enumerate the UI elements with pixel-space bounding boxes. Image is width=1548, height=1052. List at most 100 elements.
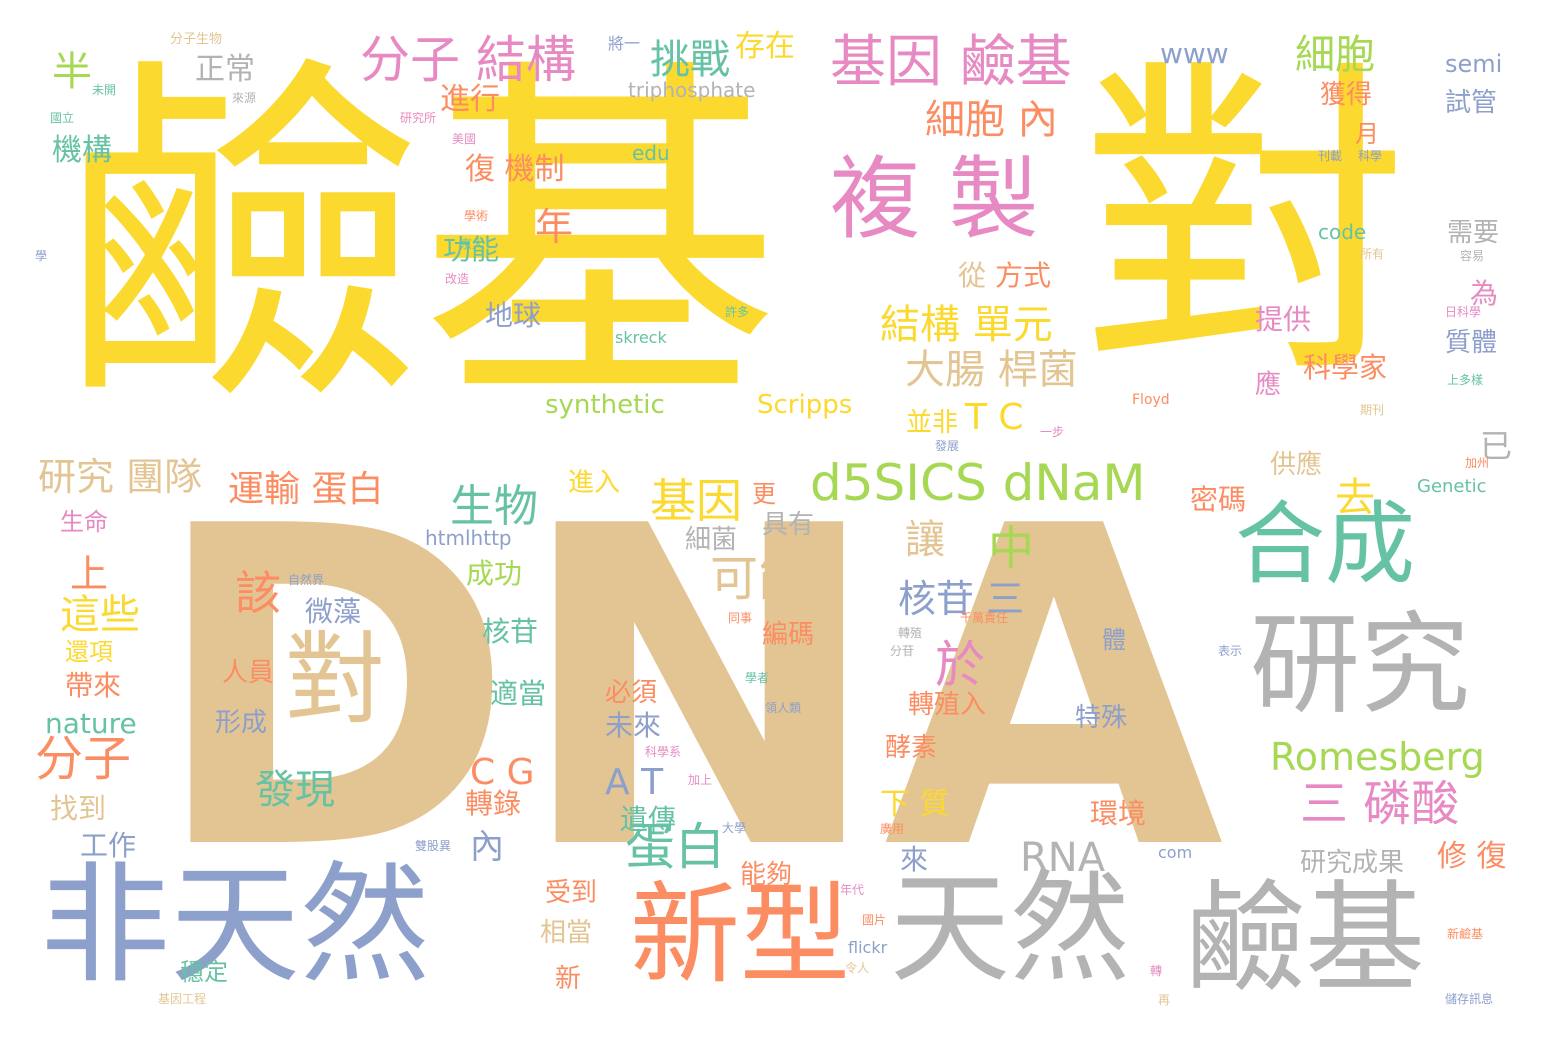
word: 新 [555, 964, 582, 994]
word: 蛋白 [625, 818, 725, 876]
word: synthetic [545, 390, 665, 420]
word: 人員 [222, 658, 275, 688]
word: 三 磷酸 [1300, 776, 1460, 832]
word: 更 [752, 480, 776, 508]
word: 來源 [232, 91, 257, 105]
word: 年 [535, 205, 574, 249]
word: 分子 [35, 731, 132, 787]
word: 微藻 [305, 595, 362, 628]
word: 分苷 [890, 644, 915, 658]
word: 廣用 [880, 822, 905, 836]
word: 美國 [452, 132, 477, 146]
word: 於 [935, 636, 985, 694]
word: 學 [35, 249, 48, 263]
word: 年代 [840, 883, 865, 897]
word: T C [965, 397, 1024, 438]
word: 對 [1080, 33, 1410, 417]
word: 學者 [745, 671, 770, 685]
word: 所有 [1360, 247, 1385, 261]
word: skreck [615, 328, 667, 347]
word: 半 [52, 49, 92, 95]
word: htmlhttp [425, 526, 512, 550]
word: 基因工程 [158, 992, 207, 1006]
word: 找到 [50, 792, 107, 825]
word: 合成 [1235, 492, 1415, 597]
word: 學術 [464, 209, 489, 223]
word: 還項 [65, 638, 113, 666]
word: 機構 [52, 133, 112, 168]
word: 儲存訊息 [1445, 992, 1494, 1006]
word: 容易 [1460, 249, 1485, 263]
word: 複 製 [830, 147, 1039, 252]
word: 進入 [568, 468, 621, 498]
word: RNA [1020, 835, 1106, 881]
word: 相當 [540, 918, 593, 948]
word: 挑戰 [650, 37, 730, 83]
word: Scripps [757, 390, 853, 420]
word: 帶來 [65, 669, 122, 702]
word: 自然界 [288, 573, 325, 587]
word: 環境 [1090, 797, 1147, 830]
word: 正常 [195, 52, 255, 87]
word: 修 復 [1437, 839, 1507, 874]
word: 分子 結構 [360, 31, 576, 89]
word: 轉錄 [465, 787, 522, 820]
word: 國立 [50, 111, 75, 125]
word: 生物 [450, 481, 538, 532]
word: 未來 [605, 709, 662, 742]
word: 鹼基 [1185, 870, 1425, 1009]
word: 轉殖入 [908, 690, 987, 720]
word: 從 [958, 259, 987, 292]
word: 刊載 [1318, 149, 1343, 163]
word: 獲得 [1320, 80, 1373, 110]
word: 上多樣 [1447, 373, 1484, 387]
word: 功能 [443, 233, 500, 266]
word: 國片 [862, 913, 887, 927]
word: 分子生物 [170, 32, 223, 47]
word: com [1158, 843, 1193, 862]
word: 科學系 [645, 745, 682, 759]
word: 領人類 [765, 701, 802, 715]
word: 具有 [762, 510, 815, 540]
word: 同事 [728, 611, 753, 625]
word: www [1160, 37, 1229, 70]
word: d5SICS dNaM [810, 454, 1146, 512]
word: 科學家 [1303, 351, 1388, 384]
word: 運輸 蛋白 [228, 469, 384, 510]
word: 日科學 [1445, 305, 1482, 319]
word: 研究成果 [1300, 848, 1405, 878]
word: 特殊 [1075, 703, 1128, 733]
word: 方式 [995, 259, 1052, 292]
word: 中 [988, 521, 1034, 575]
word: 研究 [1250, 601, 1470, 729]
word: Floyd [1132, 392, 1170, 408]
word: 研究 團隊 [38, 455, 203, 499]
word: 核苷 [482, 615, 539, 648]
word: nature [45, 707, 137, 740]
word: 需要 [1447, 218, 1500, 248]
word: 千萬責任 [960, 611, 1009, 625]
word: 天然 [890, 860, 1130, 999]
word: C G [470, 752, 535, 793]
word: code [1318, 220, 1367, 244]
word: 並非 [906, 408, 959, 438]
word: 工作 [80, 829, 137, 862]
word: semi [1445, 50, 1503, 78]
word: 細胞 內 [925, 97, 1058, 143]
word: triphosphate [628, 78, 756, 102]
word: 生命 [60, 508, 108, 536]
word: 令人 [845, 961, 870, 975]
word: 研究所 [400, 111, 437, 125]
word: 讓 [905, 517, 945, 563]
word: 一步 [1040, 425, 1065, 439]
word: 供應 [1270, 450, 1323, 480]
word: 能夠 [740, 860, 793, 890]
word: 細胞 [1295, 32, 1375, 78]
word: 已 [1480, 427, 1513, 465]
word: 遺傳 [620, 803, 677, 836]
word: 核苷 三 [898, 577, 1025, 621]
word: 京大 [460, 237, 485, 251]
word: 來 [900, 843, 929, 876]
word: 進行 [440, 82, 500, 117]
